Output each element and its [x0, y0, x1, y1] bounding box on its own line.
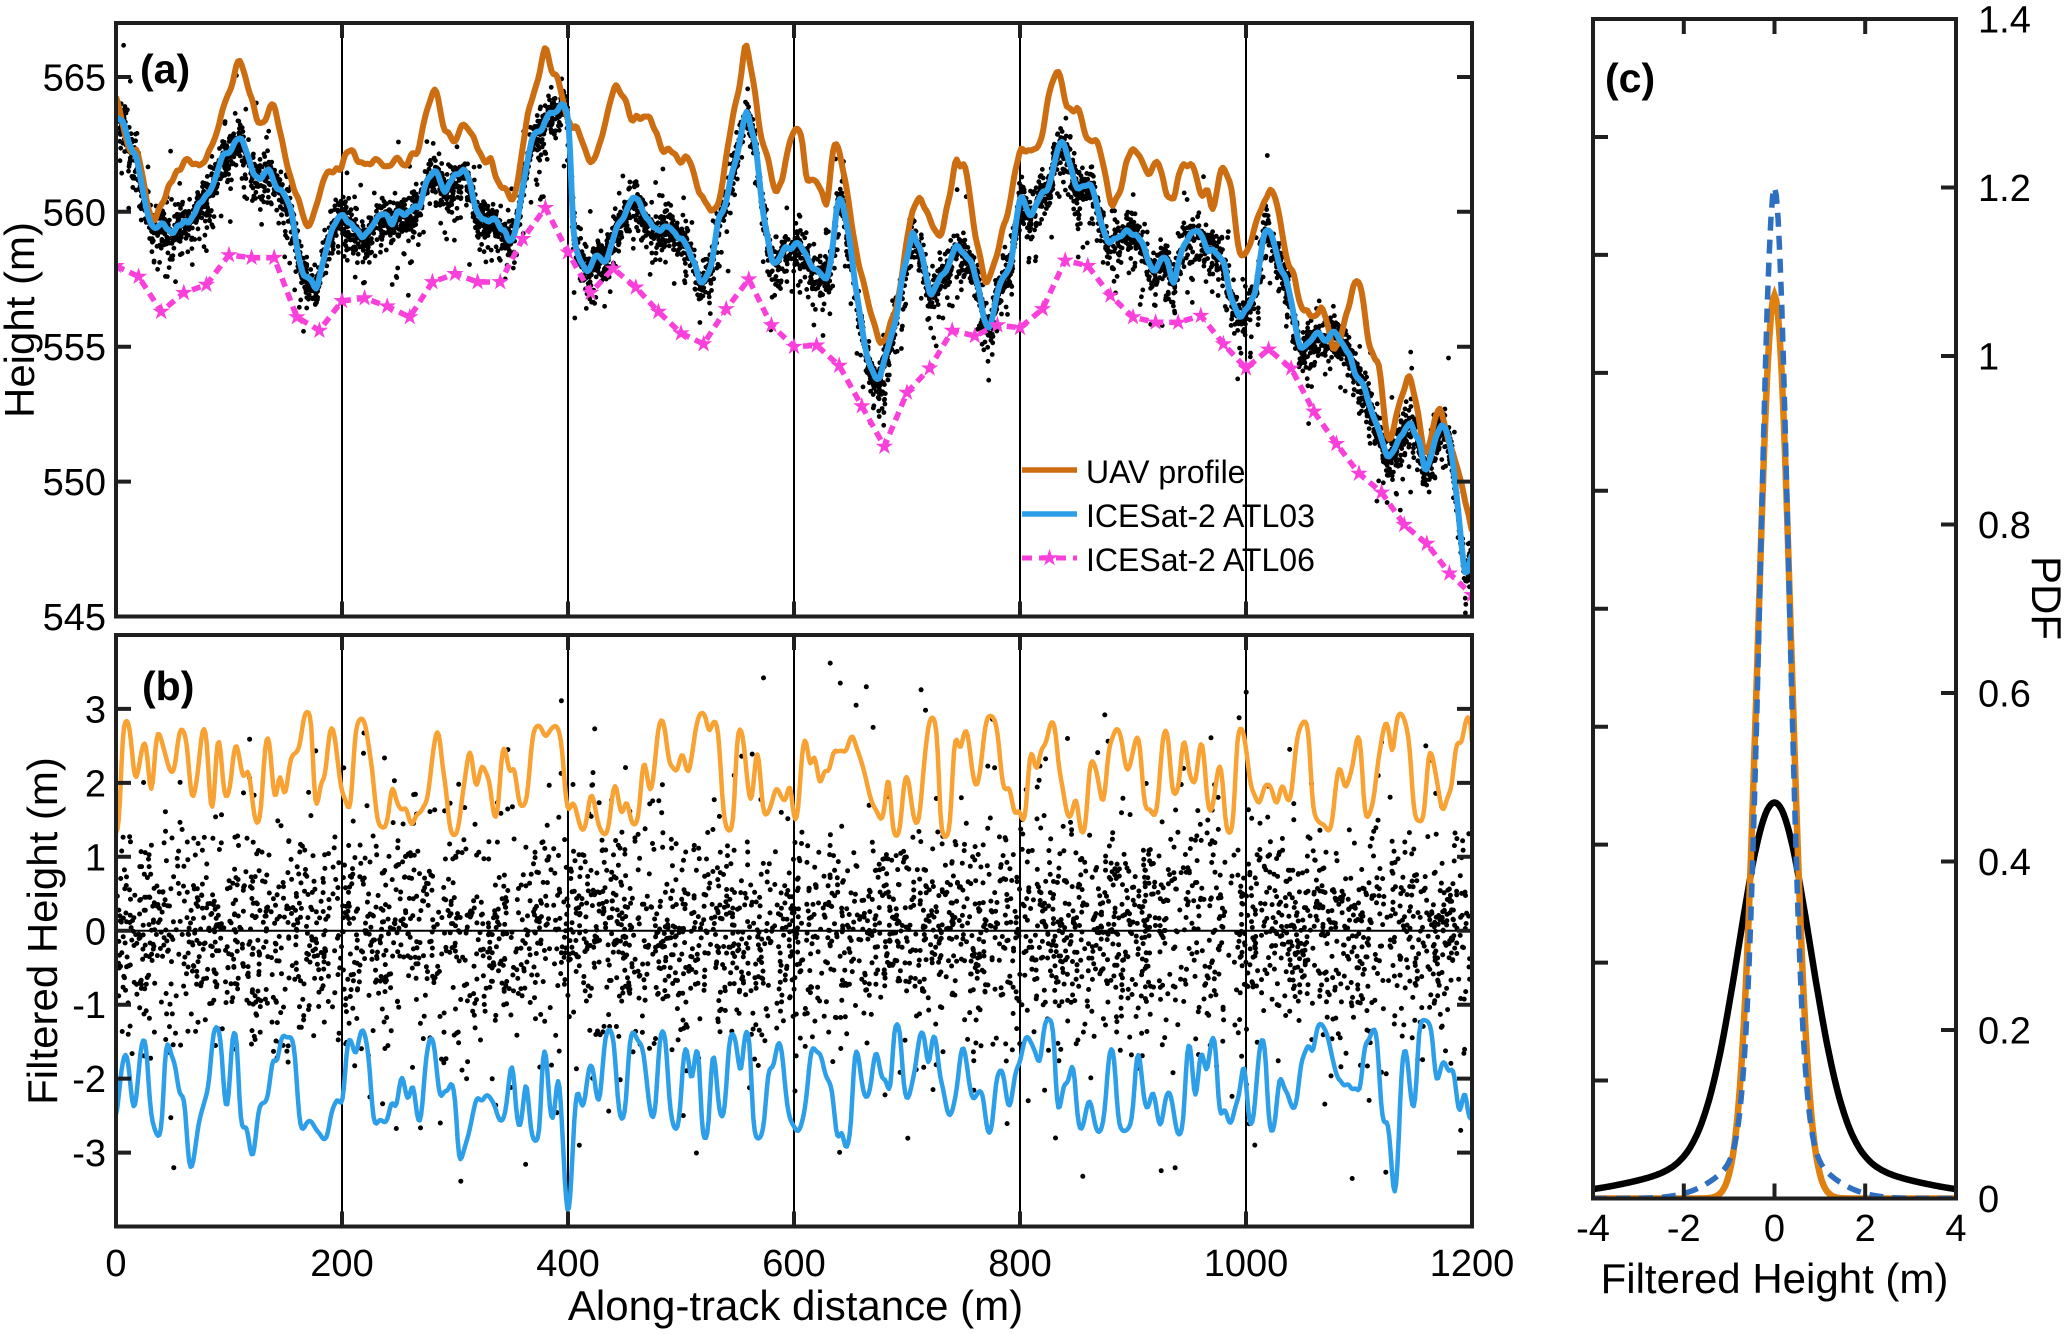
svg-text:0: 0	[85, 911, 106, 953]
svg-text:2: 2	[85, 763, 106, 805]
svg-text:Along-track distance (m): Along-track distance (m)	[568, 1282, 1023, 1329]
svg-text:0.6: 0.6	[1978, 674, 2031, 716]
svg-text:(c): (c)	[1605, 55, 1655, 101]
svg-text:Height (m): Height (m)	[0, 222, 43, 418]
svg-text:555: 555	[43, 327, 106, 369]
svg-text:800: 800	[988, 1243, 1051, 1285]
svg-text:-4: -4	[1576, 1208, 1610, 1250]
svg-text:1.4: 1.4	[1978, 0, 2031, 42]
svg-text:0: 0	[105, 1243, 126, 1285]
svg-text:1.2: 1.2	[1978, 168, 2031, 210]
svg-text:565: 565	[43, 57, 106, 99]
svg-text:-1: -1	[72, 985, 106, 1027]
svg-text:0: 0	[1978, 1179, 1999, 1221]
svg-text:0.2: 0.2	[1978, 1011, 2031, 1053]
svg-text:1: 1	[1978, 337, 1999, 379]
svg-text:550: 550	[43, 462, 106, 504]
svg-text:1000: 1000	[1204, 1243, 1289, 1285]
svg-text:-3: -3	[72, 1133, 106, 1175]
svg-text:Filtered Height (m): Filtered Height (m)	[19, 757, 66, 1105]
svg-text:1: 1	[85, 837, 106, 879]
svg-text:PDF: PDF	[2023, 556, 2067, 640]
svg-text:600: 600	[762, 1243, 825, 1285]
svg-text:0.4: 0.4	[1978, 842, 2031, 884]
svg-text:-2: -2	[1667, 1208, 1701, 1250]
svg-text:(a): (a)	[140, 46, 190, 92]
svg-text:ICESat-2 ATL06: ICESat-2 ATL06	[1086, 542, 1315, 578]
svg-text:400: 400	[536, 1243, 599, 1285]
svg-text:-2: -2	[72, 1059, 106, 1101]
svg-text:1200: 1200	[1430, 1243, 1515, 1285]
svg-text:200: 200	[310, 1243, 373, 1285]
svg-text:2: 2	[1855, 1208, 1876, 1250]
svg-text:545: 545	[43, 597, 106, 639]
svg-text:0.8: 0.8	[1978, 505, 2031, 547]
svg-text:0: 0	[1764, 1208, 1785, 1250]
svg-text:4: 4	[1945, 1208, 1966, 1250]
svg-text:ICESat-2 ATL03: ICESat-2 ATL03	[1086, 498, 1315, 534]
svg-text:UAV profile: UAV profile	[1086, 454, 1245, 490]
svg-text:Filtered Height (m): Filtered Height (m)	[1601, 1255, 1949, 1302]
svg-text:3: 3	[85, 689, 106, 731]
svg-text:560: 560	[43, 192, 106, 234]
svg-text:(b): (b)	[142, 663, 194, 709]
